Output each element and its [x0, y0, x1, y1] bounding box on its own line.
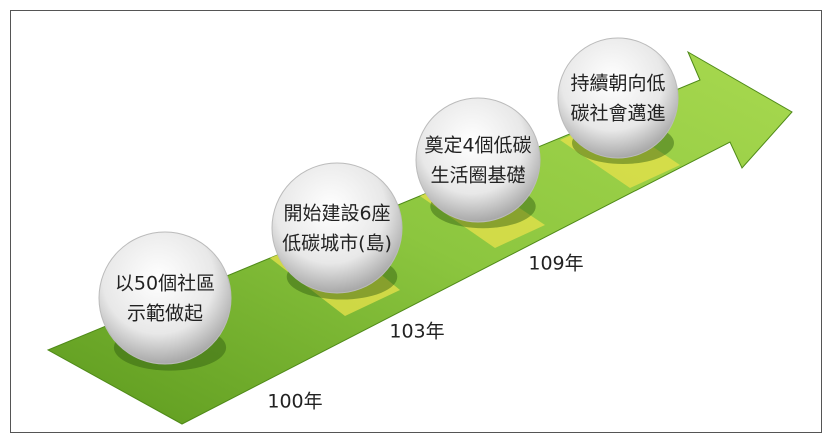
- step-label: 碳社會邁進: [570, 103, 665, 125]
- ball: [271, 162, 403, 294]
- step-label: 奠定4個低碳: [424, 135, 531, 157]
- step-label: 示範做起: [127, 303, 203, 325]
- year-label: 103年: [389, 321, 444, 343]
- ball: [557, 37, 679, 159]
- year-label: 100年: [267, 391, 322, 413]
- ball: [98, 231, 232, 365]
- step-label: 以50個社區: [115, 273, 215, 295]
- step-label: 低碳城市(島): [282, 233, 392, 255]
- step-label: 生活圈基礎: [430, 165, 525, 187]
- year-label: 109年: [528, 253, 583, 275]
- step-label: 開始建設6座: [283, 203, 390, 225]
- ball: [415, 97, 541, 223]
- step-label: 持續朝向低: [570, 73, 665, 95]
